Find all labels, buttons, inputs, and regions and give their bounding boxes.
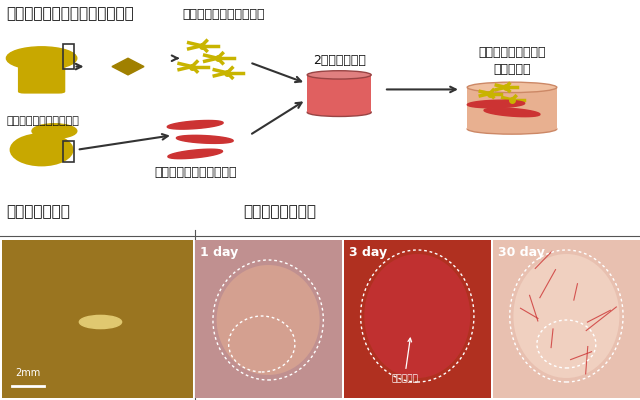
Polygon shape: [168, 149, 223, 159]
Ellipse shape: [513, 254, 620, 378]
Ellipse shape: [307, 108, 371, 116]
Text: 2日間の共培養: 2日間の共培養: [313, 54, 365, 66]
Text: ヒト残存耳介より軟骨膜を採取: ヒト残存耳介より軟骨膜を採取: [6, 6, 134, 21]
Text: 共培養後の観察: 共培養後の観察: [6, 204, 70, 219]
FancyBboxPatch shape: [18, 58, 65, 94]
Circle shape: [79, 315, 122, 329]
Circle shape: [6, 47, 77, 70]
Bar: [344, 240, 491, 398]
Text: 2mm: 2mm: [15, 368, 40, 378]
Ellipse shape: [216, 265, 319, 375]
Bar: [63, 142, 74, 162]
Text: ヒト軟骨前駆細胞の培養: ヒト軟骨前駆細胞の培養: [183, 8, 265, 21]
Text: 移植用三次元組織の
自律的形成: 移植用三次元組織の 自律的形成: [478, 46, 546, 76]
Ellipse shape: [467, 82, 557, 92]
Polygon shape: [467, 100, 525, 108]
Bar: [307, 75, 371, 112]
Bar: [467, 87, 557, 129]
Polygon shape: [112, 58, 144, 75]
Circle shape: [32, 124, 77, 138]
Polygon shape: [177, 135, 233, 143]
Text: 移植後の経時観察: 移植後の経時観察: [243, 204, 316, 219]
Ellipse shape: [467, 124, 557, 134]
Polygon shape: [484, 108, 540, 117]
Ellipse shape: [364, 254, 470, 378]
Polygon shape: [167, 120, 223, 129]
Ellipse shape: [10, 133, 74, 166]
Text: 血液の流入: 血液の流入: [391, 338, 418, 383]
Bar: [63, 44, 74, 69]
Bar: [195, 240, 342, 398]
Text: 1 day: 1 day: [200, 246, 238, 259]
Text: 3 day: 3 day: [349, 246, 387, 259]
Bar: [493, 240, 640, 398]
Bar: [2, 240, 193, 398]
Text: ヒト血管内皮細胞の培養: ヒト血管内皮細胞の培養: [154, 166, 236, 179]
Ellipse shape: [307, 71, 371, 79]
Text: 臍帯（へその緒）の採取: 臍帯（へその緒）の採取: [6, 116, 79, 126]
Text: 30 day: 30 day: [498, 246, 545, 259]
